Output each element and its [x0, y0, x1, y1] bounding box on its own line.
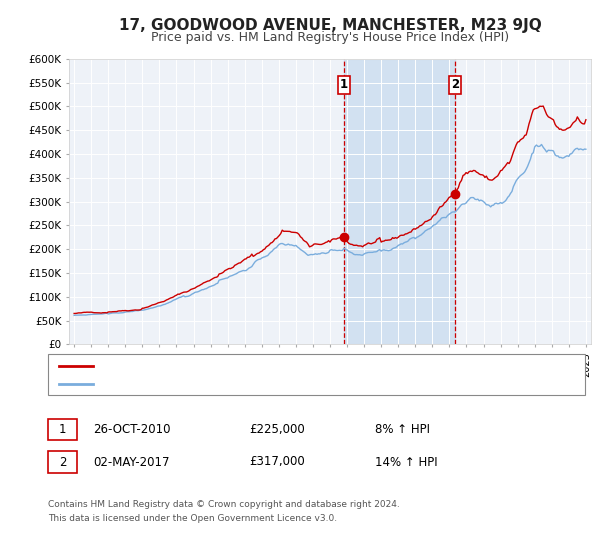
Text: 17, GOODWOOD AVENUE, MANCHESTER, M23 9JQ: 17, GOODWOOD AVENUE, MANCHESTER, M23 9JQ [119, 18, 541, 33]
Text: 26-OCT-2010: 26-OCT-2010 [93, 423, 170, 436]
Text: 8% ↑ HPI: 8% ↑ HPI [375, 423, 430, 436]
Text: 14% ↑ HPI: 14% ↑ HPI [375, 455, 437, 469]
Text: 17, GOODWOOD AVENUE, MANCHESTER, M23 9JQ (detached house): 17, GOODWOOD AVENUE, MANCHESTER, M23 9JQ… [100, 361, 456, 371]
Bar [344, 59, 455, 344]
Text: This data is licensed under the Open Government Licence v3.0.: This data is licensed under the Open Gov… [48, 514, 337, 523]
Text: 1: 1 [59, 423, 66, 436]
Text: HPI: Average price, detached house, Manchester: HPI: Average price, detached house, Manc… [100, 379, 354, 389]
Text: 02-MAY-2017: 02-MAY-2017 [93, 455, 170, 469]
Text: Contains HM Land Registry data © Crown copyright and database right 2024.: Contains HM Land Registry data © Crown c… [48, 500, 400, 508]
Text: 2: 2 [451, 78, 459, 91]
Text: 1: 1 [340, 78, 348, 91]
Text: 2: 2 [59, 455, 66, 469]
Text: £225,000: £225,000 [249, 423, 305, 436]
Text: £317,000: £317,000 [249, 455, 305, 469]
Text: Price paid vs. HM Land Registry's House Price Index (HPI): Price paid vs. HM Land Registry's House … [151, 31, 509, 44]
